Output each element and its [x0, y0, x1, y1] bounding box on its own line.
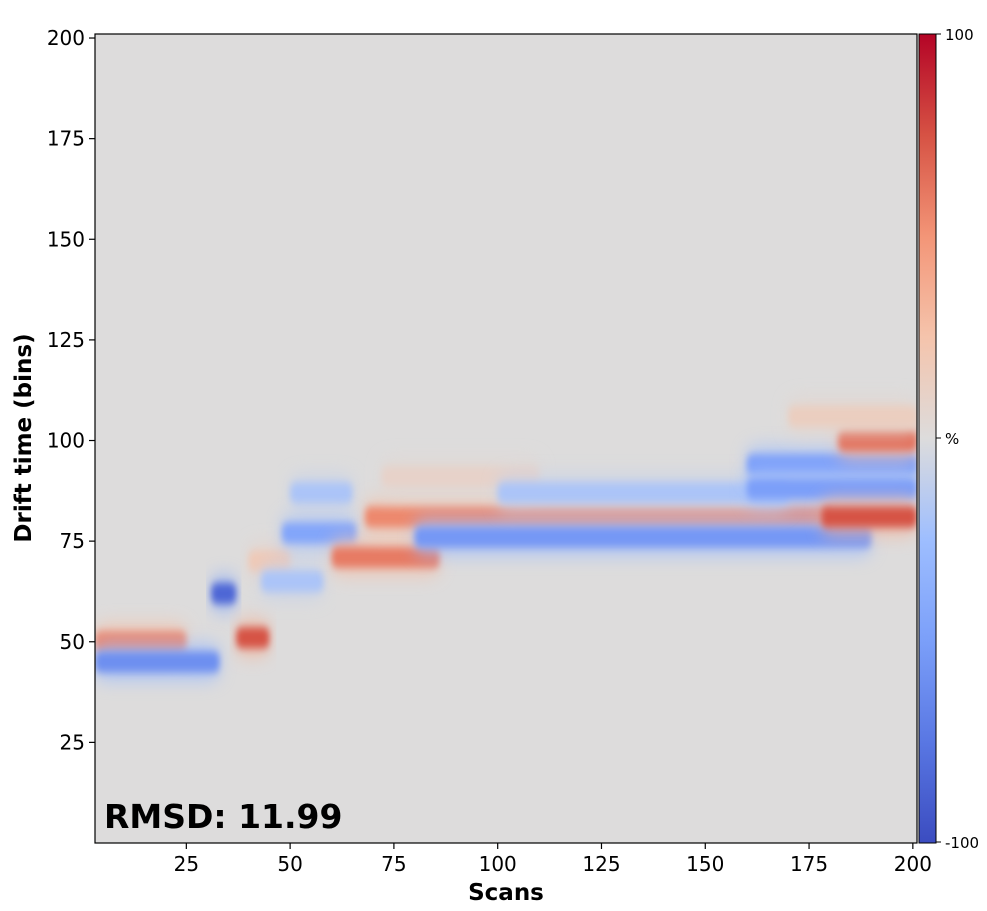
- y-axis-ticks: 25 50 75 100 125 150 175 200: [47, 26, 95, 754]
- x-tick-label: 50: [277, 852, 302, 876]
- rmsd-annotation: RMSD: 11.99: [104, 797, 342, 836]
- heatmap-feature: [414, 526, 872, 548]
- heatmap-feature: [746, 478, 917, 500]
- y-tick-label: 25: [60, 730, 85, 754]
- colorbar-max-label: 100: [945, 26, 974, 44]
- x-tick-label: 100: [479, 852, 517, 876]
- heatmap-feature: [331, 546, 440, 568]
- y-tick-label: 150: [47, 227, 85, 251]
- x-tick-label: 125: [582, 852, 620, 876]
- x-axis-ticks: 25 50 75 100 125 150 175 200: [174, 843, 932, 876]
- x-tick-label: 150: [686, 852, 724, 876]
- plot-frame: [94, 33, 918, 844]
- heatmap-feature: [95, 651, 220, 673]
- plot-background: [95, 34, 917, 843]
- x-axis-title: Scans: [468, 880, 544, 906]
- x-tick-label: 175: [790, 852, 828, 876]
- y-tick-label: 175: [47, 127, 85, 151]
- y-tick-label: 75: [60, 529, 85, 553]
- colorbar: [918, 33, 937, 844]
- x-tick-label: 25: [174, 852, 199, 876]
- y-tick-label: 100: [47, 429, 85, 453]
- x-tick-label: 200: [894, 852, 932, 876]
- y-tick-label: 50: [60, 630, 85, 654]
- heatmap-feature: [497, 482, 789, 504]
- heatmap-feature: [236, 627, 270, 649]
- heatmap-feature: [290, 482, 353, 504]
- y-axis-title: Drift time (bins): [11, 333, 37, 542]
- y-tick-label: 125: [47, 328, 85, 352]
- y-tick-label: 200: [47, 26, 85, 50]
- heatmap-feature: [211, 582, 237, 604]
- heatmap-feature: [821, 506, 917, 528]
- colorbar-mid-label: %: [945, 430, 959, 448]
- colorbar-min-label: -100: [945, 834, 979, 852]
- x-tick-label: 75: [381, 852, 406, 876]
- heatmap-feature: [788, 405, 917, 427]
- heatmap-feature: [261, 570, 324, 592]
- heatmap-features: [95, 395, 917, 683]
